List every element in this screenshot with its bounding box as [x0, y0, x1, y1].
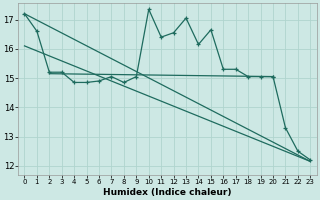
X-axis label: Humidex (Indice chaleur): Humidex (Indice chaleur) [103, 188, 232, 197]
